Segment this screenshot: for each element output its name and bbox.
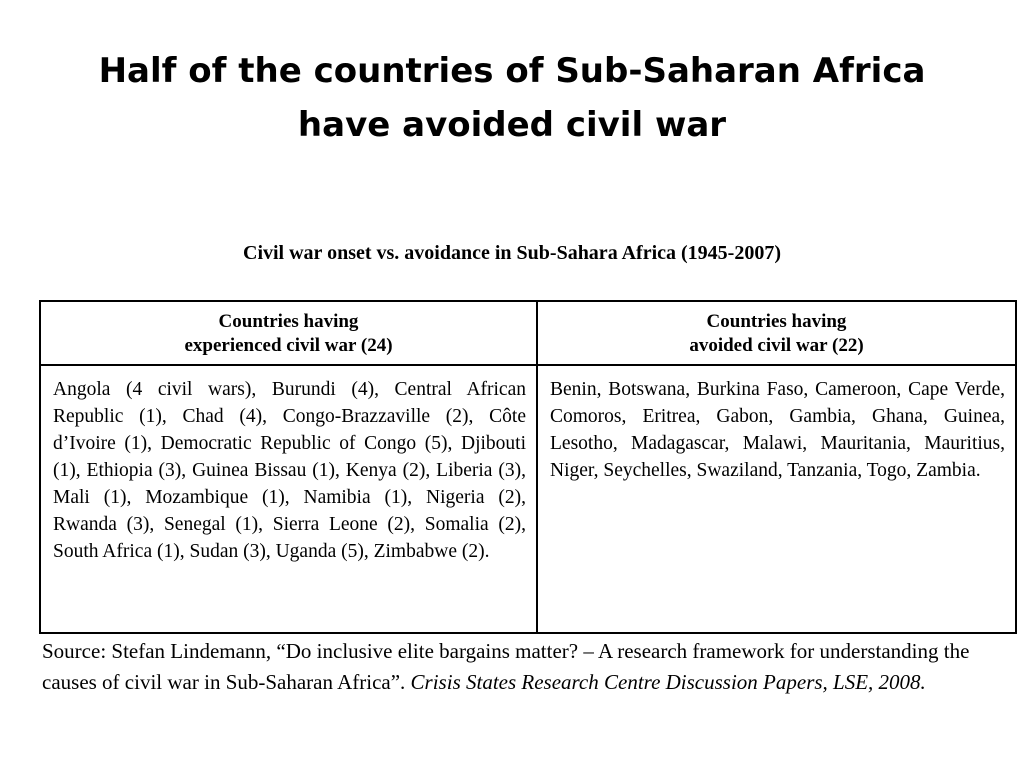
slide-title-line-1: Half of the countries of Sub-Saharan Afr… [98, 51, 926, 91]
slide-title: Half of the countries of Sub-Saharan Afr… [40, 44, 984, 152]
header-experienced-civil-war: Countries having experienced civil war (… [39, 300, 538, 366]
source-citation: Source: Stefan Lindemann, “Do inclusive … [42, 636, 982, 698]
slide-title-line-2: have avoided civil war [297, 105, 727, 145]
header-avoided-line-2: avoided civil war (22) [689, 335, 864, 356]
table-row: Angola (4 civil wars), Burundi (4), Cent… [39, 364, 1017, 634]
header-experienced-line-2: experienced civil war (24) [184, 335, 393, 356]
header-experienced-line-1: Countries having [218, 311, 359, 332]
cell-avoided-countries: Benin, Botswana, Burkina Faso, Cameroon,… [536, 364, 1017, 634]
header-avoided-civil-war: Countries having avoided civil war (22) [536, 300, 1017, 366]
cell-experienced-countries: Angola (4 civil wars), Burundi (4), Cent… [39, 364, 538, 634]
table-header-row: Countries having experienced civil war (… [39, 300, 1017, 366]
source-text: Source: Stefan Lindemann, “Do inclusive … [42, 639, 970, 694]
table-caption: Civil war onset vs. avoidance in Sub-Sah… [243, 242, 781, 264]
header-avoided-line-1: Countries having [706, 311, 847, 332]
source-publication: Crisis States Research Centre Discussion… [410, 670, 926, 694]
civil-war-table: Countries having experienced civil war (… [39, 300, 1017, 634]
